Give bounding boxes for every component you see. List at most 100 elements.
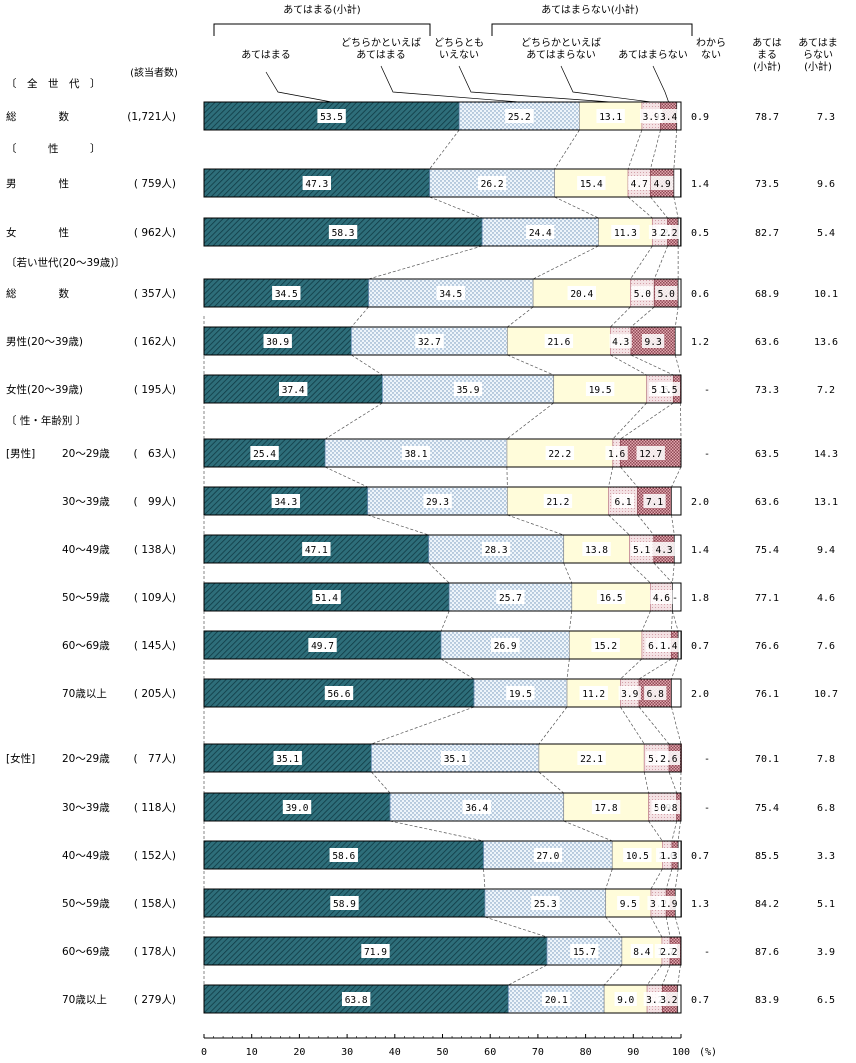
subtotal-not-applies: 13.6 [814,337,838,348]
value-label-bg [401,446,431,460]
row-label: 50～59歳 [62,898,110,910]
value-label-bg [617,896,640,910]
value-label-bg [657,225,680,239]
row-label: 女 性 [6,226,69,239]
value-label: 37.4 [282,385,305,396]
value-label-bg [278,382,308,396]
legend-label: いえない [439,49,479,61]
row-count: ( 178人) [134,946,176,958]
subtotal-applies: 87.6 [755,947,779,958]
connector-line [630,306,655,328]
subtotal-not-applies: 3.9 [817,947,835,958]
value-label-bg [308,638,337,652]
connector-line [569,610,573,632]
row-label: 総 数 [6,287,69,300]
connector-line [605,868,613,890]
connector-line [610,354,647,376]
connector-line [566,658,570,680]
value-label-bg [415,334,444,348]
value-label: 19.5 [589,385,612,396]
connector-line [440,610,450,632]
connector-line [620,706,645,745]
subtotal-applies: 77.1 [755,593,779,604]
row-label: 40～49歳 [62,544,110,556]
value-label: 28.3 [485,545,508,556]
subtotal-applies: 70.1 [755,754,779,765]
connector-line [389,820,484,842]
connector-line [367,514,429,536]
value-label: 35.9 [457,385,480,396]
value-label: 58.9 [333,899,356,910]
legend-label: あてはまらない [526,49,596,61]
subtotal-header-applies: あては [752,37,782,49]
value-label-bg [312,590,341,604]
row-count: ( 205人) [134,688,176,700]
group-header-not-applies: あてはまらない(小計) [541,3,639,16]
value-label-unknown: 2.0 [691,689,709,700]
value-label-bg [271,494,301,508]
value-label: 20.4 [570,289,593,300]
value-label: 2.6 [660,754,677,765]
value-label: 5.1 [633,545,650,556]
connector-line [484,916,548,938]
connector-line [672,562,675,584]
value-label-bg [657,896,680,910]
row-count: ( 158人) [134,898,176,910]
bar-outline [203,984,682,1014]
value-label-unknown: - [704,449,710,460]
value-label-bg [440,751,470,765]
connector-line [650,868,663,890]
connector-line [627,129,643,170]
x-tick-label: 20 [293,1047,305,1058]
value-label-bg [341,992,371,1006]
bar-outline [203,438,682,468]
connector-line [371,706,475,745]
connector-line [671,820,678,842]
value-label-unknown: - [704,385,710,396]
value-label: 3.2 [660,995,677,1006]
bar-segment [671,486,682,516]
subtotal-not-applies: 10.7 [814,689,838,700]
value-label: 34.3 [274,497,297,508]
value-label-bg [605,446,628,460]
row-count: ( 77人) [133,753,176,765]
connector-line [507,354,554,376]
value-label-bg [481,542,511,556]
value-label: 53.5 [320,112,343,123]
value-label-bg [317,109,346,123]
legend-leader-line [265,71,332,103]
row-label: 30～39歳 [62,802,110,814]
row-label: 20～29歳 [62,448,110,460]
row-label: 60～69歳 [62,946,110,958]
value-label-bg [618,686,641,700]
x-tick-label: 40 [389,1047,401,1058]
connector-line [665,868,673,890]
row-count: (1,721人) [127,111,176,123]
value-label: 29.3 [426,497,449,508]
value-label-bg [650,590,673,604]
group-label: [女性] [6,752,35,765]
value-label: 21.2 [546,497,569,508]
value-label-bg [641,334,665,348]
bar-outline [203,534,682,564]
connector-line [650,129,661,170]
value-label-bg [609,334,632,348]
connector-line [608,466,614,488]
value-label: 3.9 [643,112,660,123]
value-label: 10.5 [626,851,649,862]
row-label: 30～39歳 [62,496,110,508]
connector-line [612,402,647,440]
subtotal-not-applies: 7.8 [817,754,835,765]
connector-line [507,514,564,536]
connector-line [653,245,668,280]
subtotal-applies: 75.4 [755,803,779,814]
value-label: 6.8 [647,689,664,700]
value-label: 22.2 [548,449,571,460]
subtotal-applies: 75.4 [755,545,779,556]
bar-outline [203,630,682,660]
connector-line [620,466,638,488]
value-label: 39.0 [286,803,309,814]
x-tick-label: 0 [201,1047,207,1058]
row-label: 40～49歳 [62,850,110,862]
value-label-bg [567,286,596,300]
